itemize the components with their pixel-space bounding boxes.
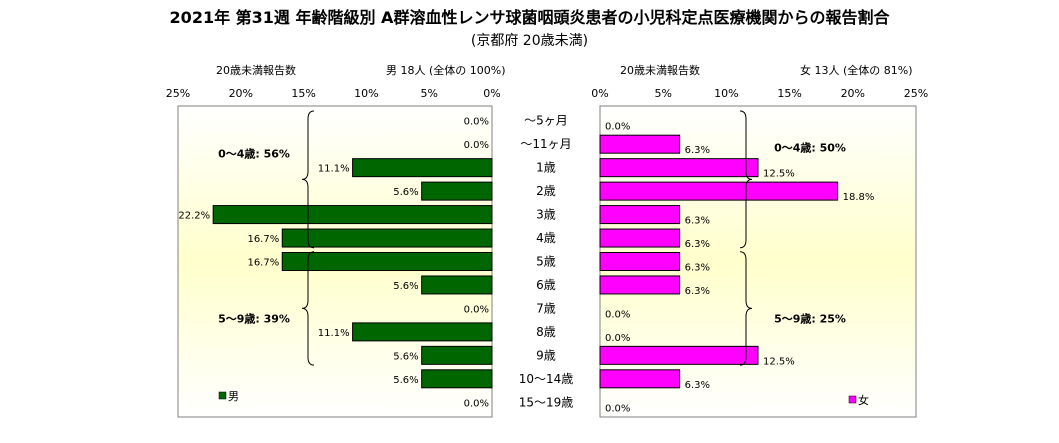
female-bar <box>599 345 759 365</box>
female-legend-swatch <box>848 395 857 404</box>
female-bar <box>599 275 681 295</box>
male-value-label: 22.2% <box>178 211 210 222</box>
female-value-label: 12.5% <box>763 356 795 367</box>
male-value-label: 0.0% <box>464 398 489 409</box>
female-x-tick-label: 20% <box>841 87 865 100</box>
female-value-label: 0.0% <box>605 309 630 320</box>
category-label: 8歳 <box>536 325 556 339</box>
female-summary: 女 13人 (全体の 81%) <box>800 64 913 77</box>
male-value-label: 5.6% <box>393 281 418 292</box>
category-label: 〜11ヶ月 <box>520 137 571 151</box>
male-group-label: 5〜9歳: 39% <box>218 311 290 325</box>
male-bar <box>281 252 493 271</box>
female-bar <box>599 369 681 389</box>
male-bar <box>421 181 493 201</box>
female-group-label: 5〜9歳: 25% <box>774 311 846 325</box>
male-value-label: 11.1% <box>318 328 350 339</box>
category-label: 2歳 <box>536 184 556 198</box>
male-x-tick-label: 0% <box>483 87 500 100</box>
female-bar <box>599 134 681 154</box>
female-value-label: 6.3% <box>685 286 710 297</box>
female-header-label: 20歳未満報告数 <box>620 64 700 77</box>
chart-subtitle: (京都府 20歳未満) <box>470 33 589 49</box>
male-value-label: 5.6% <box>393 187 418 198</box>
male-legend-label: 男 <box>228 390 239 403</box>
male-bar <box>352 322 493 342</box>
category-label: 10〜14歳 <box>519 372 574 386</box>
male-bar <box>421 345 493 365</box>
female-group-brace <box>739 110 753 249</box>
category-label: 3歳 <box>536 208 556 222</box>
female-group-brace <box>739 251 753 366</box>
male-value-label: 0.0% <box>464 117 489 128</box>
male-summary: 男 18人 (全体の 100%) <box>386 64 506 77</box>
female-value-label: 0.0% <box>605 403 630 414</box>
female-x-tick-label: 15% <box>777 87 801 100</box>
male-x-tick-label: 25% <box>166 87 190 100</box>
male-group-brace <box>301 251 315 366</box>
female-x-tick-label: 25% <box>904 87 928 100</box>
male-x-tick-label: 5% <box>420 87 437 100</box>
male-bar <box>281 228 493 248</box>
male-value-label: 5.6% <box>393 351 418 362</box>
category-label: 1歳 <box>536 161 556 175</box>
category-label: 15〜19歳 <box>519 395 574 409</box>
female-value-label: 6.3% <box>685 239 710 250</box>
female-legend-label: 女 <box>858 393 869 407</box>
category-label: 6歳 <box>536 278 556 292</box>
category-label: 4歳 <box>536 231 556 245</box>
male-value-label: 16.7% <box>247 234 279 245</box>
male-value-label: 11.1% <box>318 164 350 175</box>
male-bar <box>212 205 493 225</box>
male-group-label: 0〜4歳: 56% <box>218 146 290 160</box>
category-label: 〜5ヶ月 <box>524 114 568 128</box>
female-bar <box>599 252 681 271</box>
male-value-label: 0.0% <box>464 140 489 151</box>
female-x-tick-label: 10% <box>714 87 738 100</box>
female-value-label: 6.3% <box>685 263 710 274</box>
male-header-label: 20歳未満報告数 <box>216 64 296 77</box>
category-label: 5歳 <box>536 255 556 269</box>
female-bar <box>599 158 759 178</box>
chart-title: 2021年 第31週 年齢階級別 A群溶血性レンサ球菌咽頭炎患者の小児科定点医療… <box>169 8 890 27</box>
female-bar <box>599 205 681 225</box>
female-value-label: 0.0% <box>605 333 630 344</box>
female-value-label: 6.3% <box>685 145 710 156</box>
female-bar <box>599 228 681 248</box>
male-group-brace <box>301 110 315 249</box>
male-bar <box>421 275 493 295</box>
male-x-tick-label: 20% <box>229 87 253 100</box>
male-bar <box>352 158 493 178</box>
female-x-tick-label: 5% <box>654 87 671 100</box>
category-label: 7歳 <box>536 301 556 315</box>
female-value-label: 18.8% <box>843 192 875 203</box>
female-value-label: 6.3% <box>685 380 710 391</box>
female-value-label: 6.3% <box>685 216 710 227</box>
male-value-label: 0.0% <box>464 304 489 315</box>
female-value-label: 0.0% <box>605 122 630 133</box>
male-legend-swatch <box>218 391 227 400</box>
female-bar <box>599 181 839 201</box>
female-value-label: 12.5% <box>763 169 795 180</box>
category-label: 9歳 <box>536 348 556 362</box>
female-group-label: 0〜4歳: 50% <box>774 140 846 154</box>
male-x-tick-label: 15% <box>291 87 315 100</box>
male-value-label: 5.6% <box>393 375 418 386</box>
female-x-tick-label: 0% <box>591 87 608 100</box>
male-x-tick-label: 10% <box>354 87 378 100</box>
male-value-label: 16.7% <box>247 258 279 269</box>
male-bar <box>421 369 493 389</box>
